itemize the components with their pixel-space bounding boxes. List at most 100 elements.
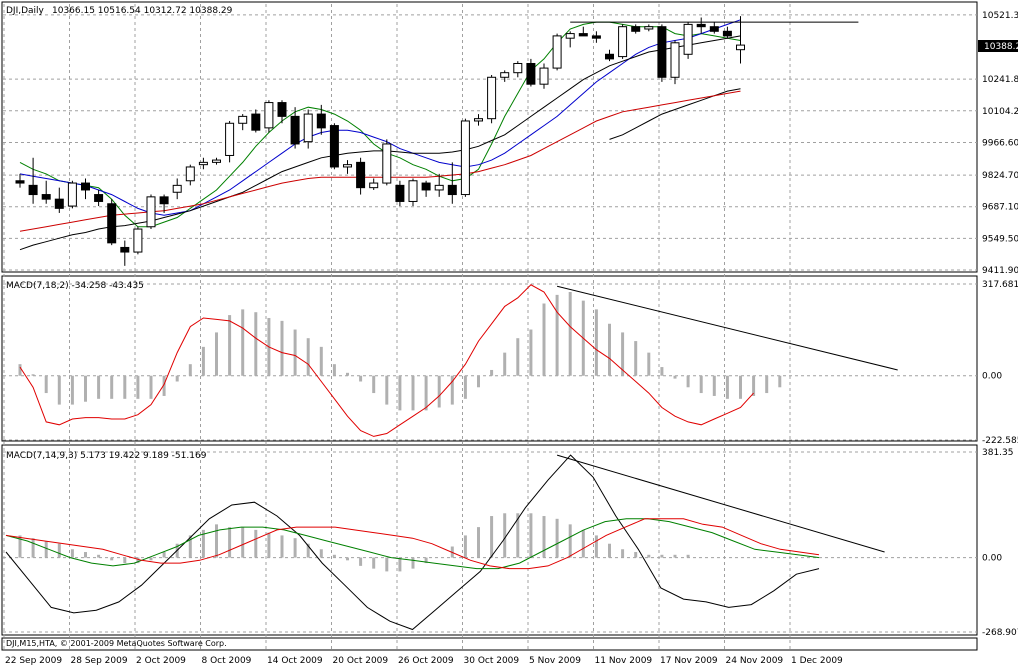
macd2-tick-label: 381.35: [982, 448, 1014, 458]
candle-body: [709, 26, 719, 32]
candle-body: [356, 161, 366, 189]
macd1-series: [18, 284, 898, 437]
candle-body: [343, 164, 352, 168]
date-tick-label: 22 Sep 2009: [5, 656, 62, 666]
candle-body: [670, 42, 680, 78]
overlay-line-4: [19, 90, 741, 232]
candle-body: [369, 182, 379, 189]
candle-body: [644, 26, 654, 30]
date-tick-label: 8 Oct 2009: [202, 656, 252, 666]
overlay-line-3: [609, 88, 741, 140]
candle-body: [54, 198, 64, 209]
candle-body: [526, 62, 536, 85]
candle-body: [146, 196, 156, 228]
candle-body: [565, 33, 575, 39]
candle-body: [395, 184, 405, 202]
candle-body: [683, 23, 693, 55]
candle-body: [631, 26, 641, 32]
candle-body: [736, 44, 745, 51]
candle-body: [133, 228, 143, 253]
candle-body: [212, 159, 221, 163]
price-tick-label: 9687.10: [982, 203, 1018, 213]
date-tick-label: 30 Oct 2009: [464, 656, 520, 666]
price-tick-label: 9824.70: [982, 171, 1018, 181]
candle-body: [198, 161, 208, 166]
price-panel-title: DJI,Daily: [6, 6, 45, 16]
macd2-slow-line: [5, 518, 820, 570]
macd2-trend-line: [556, 454, 885, 553]
candle-body: [277, 102, 287, 117]
date-tick-label: 20 Oct 2009: [333, 656, 389, 666]
date-tick-label: 24 Nov 2009: [726, 656, 784, 666]
candle-body: [513, 62, 523, 74]
macd2-tick-label: 0.00: [982, 554, 1002, 564]
date-tick-label: 5 Nov 2009: [529, 656, 581, 666]
candle-body: [408, 180, 418, 202]
date-tick-label: 17 Nov 2009: [660, 656, 718, 666]
candle-body: [290, 115, 300, 145]
macd2-label: MACD(7,14,9,3) 5.173 19.422 9.189 -51.16…: [6, 451, 207, 461]
candle-body: [67, 182, 77, 207]
candle-body: [500, 72, 510, 78]
price-panel-frame: [1, 1, 978, 273]
candle-body: [81, 182, 90, 191]
overlay-line-2: [19, 35, 741, 251]
macd2-tick-label: -268.907: [982, 628, 1018, 638]
candle-body: [618, 26, 628, 58]
candle-body: [487, 76, 497, 120]
candle-body: [120, 246, 130, 253]
date-tick-label: 11 Nov 2009: [595, 656, 653, 666]
macd1-tick-label: 317.681: [982, 280, 1018, 290]
overlay-line-1: [19, 19, 741, 216]
candle-body: [238, 115, 248, 124]
candle-body: [264, 102, 274, 129]
last-price-label: 10388.2: [984, 42, 1018, 52]
axis-labels: 22 Sep 2009 28 Sep 2009 2 Oct 2009 8 Oct 20…: [5, 11, 1018, 666]
candle-body: [591, 35, 601, 39]
candle-body: [329, 125, 339, 168]
macd1-signal-line: [19, 284, 754, 437]
overlay-line-0: [19, 21, 741, 228]
price-tick-label: 10241.8: [982, 75, 1018, 85]
candle-body: [172, 184, 182, 193]
footer-label: DJI,M15,HTA, © 2001-2009 MetaQuotes Soft…: [6, 639, 227, 648]
price-tick-label: 9966.60: [982, 138, 1018, 148]
price-tick-label: 9411.90: [982, 266, 1018, 276]
macd1-panel-frame: [1, 275, 978, 442]
macd1-trend-line: [556, 285, 898, 371]
price-series: [15, 16, 859, 266]
candle-body: [722, 30, 732, 37]
date-tick-label: 2 Oct 2009: [136, 656, 186, 666]
price-ohlc-label: 10366.15 10516.54 10312.72 10388.29: [52, 6, 233, 16]
macd2-series: [5, 454, 885, 631]
candle-body: [552, 35, 562, 69]
candle-body: [474, 118, 483, 122]
macd1-tick-label: 0.00: [982, 372, 1002, 382]
candle-body: [434, 184, 444, 191]
candle-body: [28, 184, 38, 196]
candle-body: [382, 143, 392, 184]
macd1-tick-label: -222.585: [982, 436, 1018, 446]
candle-body: [159, 196, 169, 205]
date-tick-label: 26 Oct 2009: [398, 656, 454, 666]
candle-body: [15, 180, 25, 184]
date-tick-label: 1 Dec 2009: [791, 656, 843, 666]
candle-body: [460, 120, 470, 196]
footer-panel-frame: [1, 637, 978, 651]
candle-body: [447, 184, 457, 196]
candle-body: [107, 203, 117, 244]
macd1-label: MACD(7,18,2) -34.258 -43.435: [6, 281, 144, 291]
candle-body: [696, 23, 706, 28]
candle-body: [421, 182, 431, 191]
candle-body: [539, 67, 549, 85]
candle-body: [251, 113, 261, 131]
candle-body: [316, 113, 326, 129]
candle-body: [605, 53, 614, 60]
candle-body: [94, 194, 104, 202]
macd2-panel-frame: [1, 444, 978, 636]
date-tick-label: 14 Oct 2009: [267, 656, 323, 666]
candle-body: [303, 113, 313, 143]
candle-body: [41, 194, 51, 200]
